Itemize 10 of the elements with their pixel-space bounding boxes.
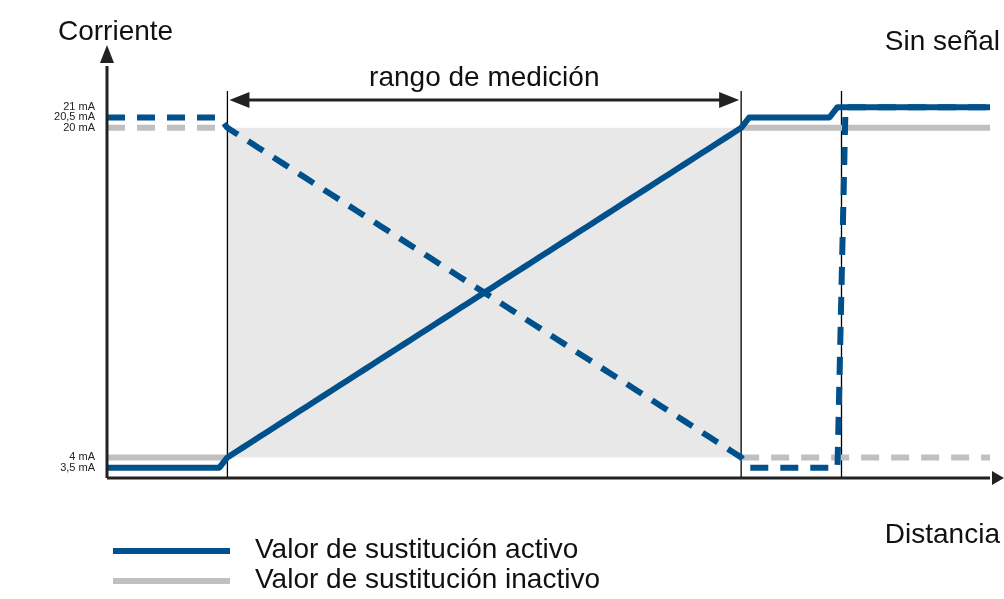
y-axis-title: Corriente <box>58 15 174 46</box>
legend-label: Valor de sustitución activo <box>255 533 579 565</box>
x-axis-title: Distancia <box>884 518 1001 549</box>
y-tick-label: 3,5 mA <box>60 460 96 473</box>
annotation: rango de medición <box>369 61 600 92</box>
y-tick-label: 20,5 mA <box>54 110 96 123</box>
legend-label: Valor de sustitución inactivo <box>255 563 600 595</box>
y-tick-label: 4 mA <box>69 450 96 463</box>
text: Sin señal <box>884 25 1000 56</box>
y-tick-label: 21 mA <box>63 100 96 113</box>
